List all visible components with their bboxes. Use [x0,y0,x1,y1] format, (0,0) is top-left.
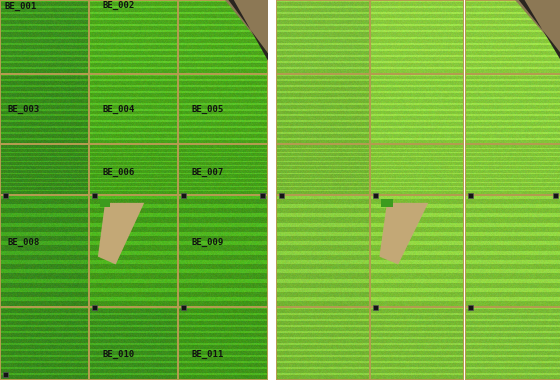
Text: BE_002: BE_002 [102,2,135,11]
Bar [268,0,276,380]
Text: BE_011: BE_011 [192,350,224,359]
Bar [3,372,8,377]
Bar [181,193,186,198]
Text: BE_007: BE_007 [192,168,224,177]
Bar [373,305,378,310]
Text: BE_004: BE_004 [102,105,134,114]
Text: BE_008: BE_008 [7,238,39,247]
Bar [279,193,284,198]
Polygon shape [225,0,268,53]
Bar [381,200,393,207]
Text: BE_010: BE_010 [102,350,134,359]
Text: BE_003: BE_003 [7,105,39,114]
Polygon shape [98,203,144,264]
Text: BE_009: BE_009 [192,238,224,247]
Text: BE_001: BE_001 [5,2,37,11]
Bar [3,193,8,198]
Bar [373,193,378,198]
Bar [260,193,265,198]
Bar [553,193,558,198]
Polygon shape [515,0,560,53]
Bar [100,200,110,207]
Bar [468,305,473,310]
Polygon shape [519,0,560,61]
Bar [92,305,97,310]
Polygon shape [380,203,428,264]
Bar [260,193,265,198]
Text: BE_005: BE_005 [192,105,224,114]
Bar [181,305,186,310]
Bar [92,193,97,198]
Bar [468,193,473,198]
Text: BE_006: BE_006 [102,168,134,177]
Polygon shape [228,0,268,61]
